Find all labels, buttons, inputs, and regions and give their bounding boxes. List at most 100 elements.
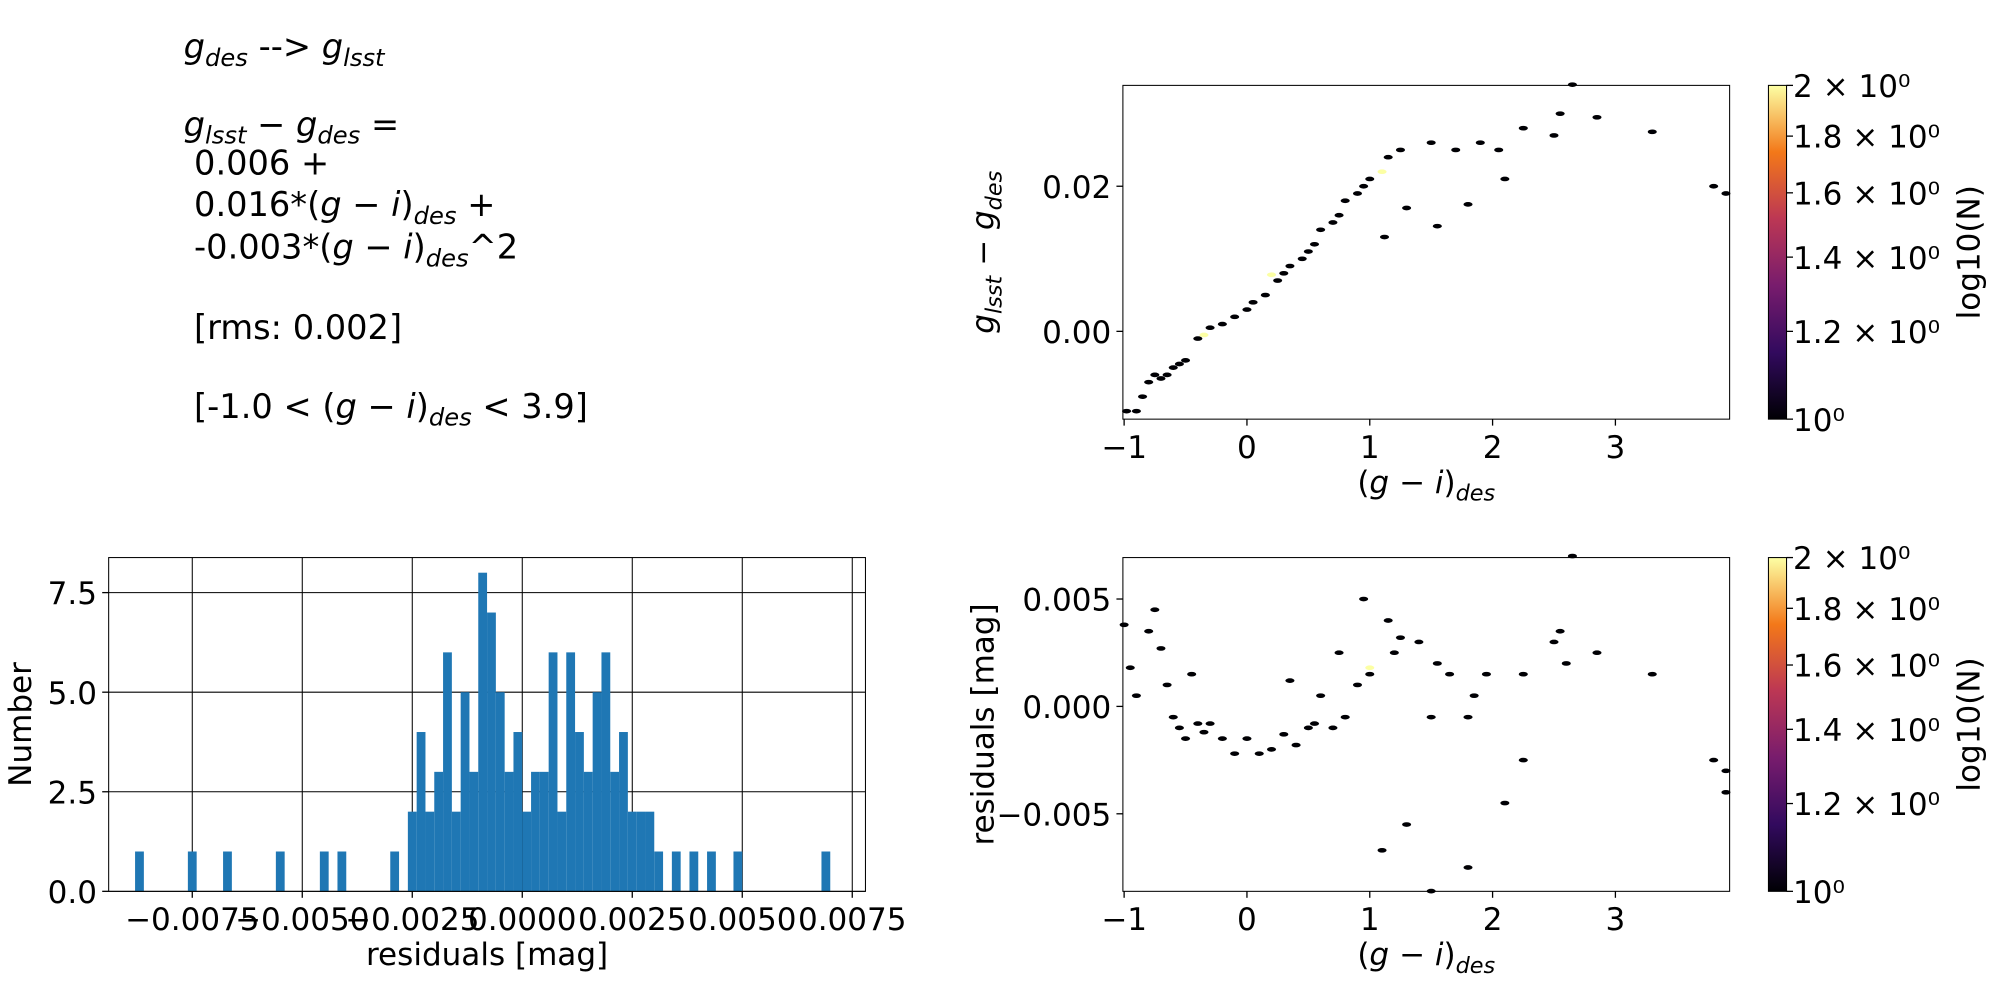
hex-cell bbox=[1567, 82, 1577, 87]
bar bbox=[223, 851, 232, 892]
colorbar-tick-label: 1.8 × 10⁰ bbox=[1793, 120, 1940, 156]
hex-cell bbox=[1377, 169, 1387, 175]
hex-cell bbox=[1328, 220, 1338, 225]
text-segment: des bbox=[981, 170, 1007, 210]
bar bbox=[733, 851, 743, 892]
hex-cell bbox=[1162, 372, 1172, 378]
hex-cell bbox=[1334, 650, 1344, 656]
hex-cell bbox=[1199, 729, 1209, 735]
bar bbox=[390, 851, 400, 892]
hex-cell bbox=[1365, 671, 1375, 677]
hex-cell bbox=[1402, 205, 1412, 211]
hex-cell bbox=[1721, 789, 1731, 795]
text-segment: [rms: 0.002] bbox=[194, 308, 402, 347]
hex-cell bbox=[1266, 272, 1277, 278]
bar bbox=[557, 811, 567, 892]
colorbar-tick-label: 1.8 × 10⁰ bbox=[1793, 592, 1940, 628]
text-segment: g − i bbox=[1369, 465, 1443, 501]
hex-cell bbox=[1463, 714, 1473, 720]
text-segment: lsst bbox=[981, 275, 1007, 314]
x-tick-label: 0 bbox=[1237, 902, 1257, 938]
hex-cell bbox=[1144, 628, 1154, 634]
x-tick-label: 2 bbox=[1483, 430, 1503, 466]
hex-cell bbox=[1125, 665, 1135, 671]
hex-cell bbox=[1242, 307, 1252, 312]
x-tick-label: 0.0050 bbox=[688, 902, 797, 938]
colorbar-label: log10(N) bbox=[1951, 657, 1987, 791]
hex-cell bbox=[1144, 379, 1154, 385]
y-tick-label: 0.000 bbox=[1022, 690, 1111, 726]
bar bbox=[187, 851, 197, 892]
bar bbox=[495, 692, 505, 892]
bar bbox=[478, 572, 488, 892]
hex-cell bbox=[1217, 321, 1227, 327]
colorbar bbox=[1767, 557, 1788, 892]
hex-cell bbox=[1303, 725, 1313, 731]
x-tick-label: −1 bbox=[1101, 902, 1147, 938]
hex-cell bbox=[1279, 270, 1289, 276]
text-segment: residuals [mag] bbox=[366, 937, 608, 973]
x-axis-label: (g − i)des bbox=[1357, 937, 1495, 979]
hex-cell bbox=[1709, 757, 1719, 763]
bar bbox=[469, 771, 479, 892]
hex-cell bbox=[1168, 365, 1178, 370]
hex-cell bbox=[1131, 408, 1141, 414]
hex-cell bbox=[1432, 661, 1442, 666]
text-segment: lsst bbox=[343, 44, 386, 72]
hex-cell bbox=[1138, 394, 1148, 399]
hex-cell bbox=[1303, 249, 1313, 254]
hex-cell bbox=[1273, 278, 1283, 283]
hex-cell bbox=[1174, 725, 1184, 731]
bar bbox=[592, 692, 602, 892]
hex-cell bbox=[1592, 650, 1602, 656]
text-segment: g − i bbox=[335, 387, 416, 426]
hex-cell bbox=[1266, 747, 1277, 752]
bar bbox=[513, 732, 523, 892]
y-tick-label: 5.0 bbox=[48, 676, 97, 712]
text-segment: ) bbox=[1444, 937, 1456, 973]
hex-cell bbox=[1168, 714, 1178, 720]
text-segment: des bbox=[426, 244, 469, 272]
text-segment: residuals [mag] bbox=[966, 603, 1002, 845]
x-tick-label: −1 bbox=[1101, 430, 1147, 466]
fit-line: 0.016*(g − i)des + bbox=[194, 185, 495, 230]
bar bbox=[575, 732, 584, 892]
chart-hexbin: −1 0 1 2 3 −0.005 0.000 0.005 10⁰ 1.2 × 10⁰ 1.4 × … bbox=[966, 541, 1988, 979]
hex-cell bbox=[1193, 336, 1203, 341]
hex-cell bbox=[1122, 408, 1132, 414]
bar bbox=[654, 851, 664, 892]
bar bbox=[539, 771, 549, 892]
hex-cell bbox=[1316, 693, 1326, 698]
bar bbox=[425, 811, 435, 892]
text-segment: = bbox=[360, 105, 399, 144]
bar bbox=[583, 771, 593, 892]
hex-cell bbox=[1199, 332, 1209, 338]
hex-cell bbox=[1285, 263, 1295, 269]
hex-cell bbox=[1481, 671, 1491, 677]
bar bbox=[416, 732, 426, 892]
bar bbox=[671, 851, 681, 892]
y-tick-label: 0.02 bbox=[1042, 170, 1111, 206]
hex-cell bbox=[1647, 671, 1657, 677]
colorbar-tick-label: 1.6 × 10⁰ bbox=[1793, 176, 1940, 212]
hex-cell bbox=[1248, 300, 1258, 305]
text-segment: des bbox=[429, 404, 472, 432]
y-tick-label: 7.5 bbox=[48, 576, 97, 612]
x-tick-label: −0.0075 bbox=[125, 902, 260, 938]
bar bbox=[531, 771, 540, 892]
hex-cell bbox=[1181, 358, 1191, 363]
hex-cell bbox=[1340, 198, 1350, 204]
hex-cell bbox=[1463, 865, 1473, 870]
text-segment: lsst bbox=[205, 122, 248, 150]
axes-frame bbox=[1122, 84, 1731, 420]
hex-cell bbox=[1181, 736, 1191, 741]
text-segment: des bbox=[317, 122, 360, 150]
bar bbox=[821, 851, 831, 892]
colorbar-tick-label: 1.2 × 10⁰ bbox=[1793, 315, 1940, 351]
colorbar-label: log10(N) bbox=[1951, 185, 1987, 319]
bar bbox=[689, 851, 699, 892]
text-segment: [-1.0 < ( bbox=[194, 387, 335, 426]
hex-cell bbox=[1150, 372, 1160, 378]
hex-cell bbox=[1426, 714, 1436, 720]
text-segment: g − i bbox=[332, 228, 413, 267]
